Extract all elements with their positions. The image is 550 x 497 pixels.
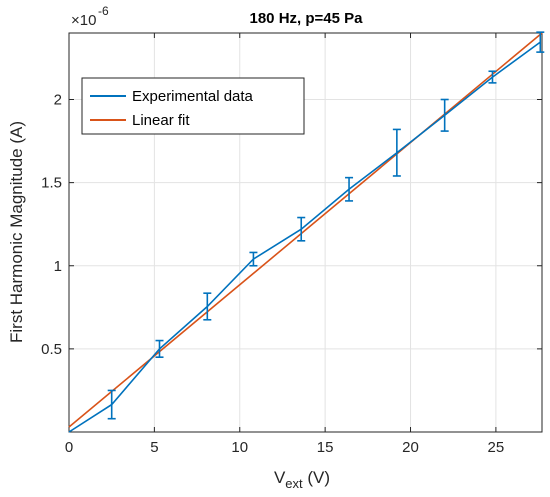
- x-tick-label: 0: [65, 439, 73, 456]
- error-bar: [345, 176, 354, 202]
- x-axis-label-subscript: ext: [285, 476, 303, 491]
- y-tick-label: 2: [54, 92, 62, 109]
- y-axis-label: First Harmonic Magnitude (A): [7, 121, 26, 343]
- legend-label-experimental: Experimental data: [132, 88, 254, 105]
- x-axis-label-unit: (V): [303, 468, 330, 487]
- error-bar: [536, 31, 545, 53]
- x-tick-label: 5: [150, 439, 158, 456]
- error-bar: [107, 389, 116, 420]
- error-bar: [440, 98, 449, 132]
- error-bar: [488, 70, 497, 84]
- y-exponent-power: -6: [98, 4, 109, 18]
- error-bar: [203, 292, 212, 321]
- x-tick-label: 15: [317, 439, 334, 456]
- x-axis-label: Vext (V): [274, 468, 330, 491]
- y-tick-label: 0.5: [41, 341, 62, 358]
- y-tick-label: 1: [54, 258, 62, 275]
- x-axis-label-main: V: [274, 468, 286, 487]
- legend-box: [81, 77, 305, 135]
- axes-box: [68, 32, 543, 433]
- x-tick-label: 10: [231, 439, 248, 456]
- y-tick-label: 1.5: [41, 175, 62, 192]
- legend-label-fit: Linear fit: [132, 112, 190, 129]
- x-tick-label: 20: [402, 439, 419, 456]
- y-exponent-base: ×10: [71, 12, 96, 29]
- x-tick-label: 25: [488, 439, 505, 456]
- error-bar: [155, 339, 164, 358]
- y-exponent: ×10 -6: [71, 4, 109, 29]
- error-bar: [392, 128, 401, 177]
- chart-title: 180 Hz, p=45 Pa: [250, 10, 364, 27]
- error-bar: [249, 251, 258, 267]
- legend: Experimental data Linear fit: [81, 77, 305, 135]
- error-bar: [297, 216, 306, 242]
